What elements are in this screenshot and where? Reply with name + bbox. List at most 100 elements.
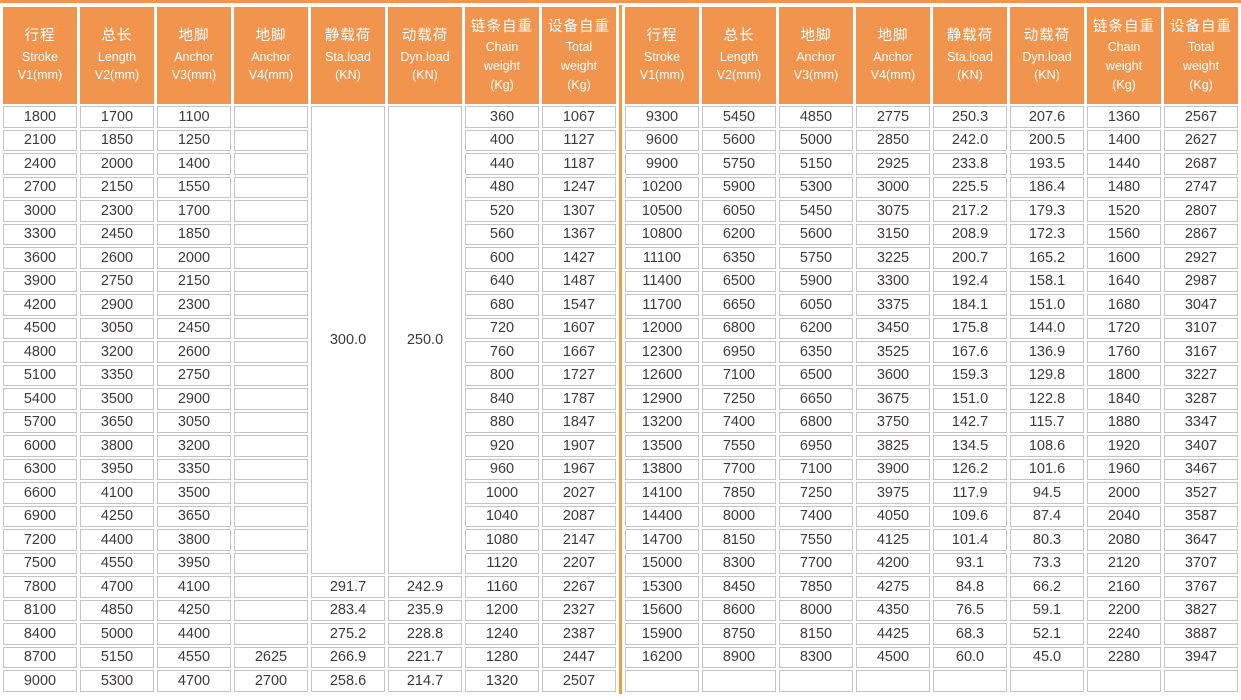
table-row: 10500 6050 5450 3075 217.2 179.3 1520 2807 xyxy=(625,200,1238,222)
table-cell: 250.3 xyxy=(933,106,1007,128)
table-row: 9300 5450 4850 2775 250.3 207.6 1360 2567 xyxy=(625,106,1238,128)
table-cell xyxy=(1087,670,1161,692)
table-cell: 13800 xyxy=(625,458,699,480)
table-cell: 3450 xyxy=(856,317,930,339)
table-cell: 94.5 xyxy=(1010,482,1084,504)
table-cell: 2027 xyxy=(542,482,616,504)
column-header-en-label: (Kg) xyxy=(567,77,591,92)
table-cell xyxy=(1010,670,1084,692)
table-cell: 1680 xyxy=(1087,294,1161,316)
column-header-zh-label: 总长 xyxy=(101,27,133,44)
table-cell: 1427 xyxy=(542,247,616,269)
table-cell: 3707 xyxy=(1164,552,1238,574)
table-cell: 1000 xyxy=(465,482,539,504)
table-cell: 4550 xyxy=(157,646,231,668)
table-cell: 4400 xyxy=(80,529,154,551)
table-row: 4800 3200 2600 760 1667 xyxy=(3,341,616,363)
table-cell xyxy=(234,458,308,480)
column-header-en-label: (KN) xyxy=(957,68,983,83)
table-cell: 2700 xyxy=(3,176,77,198)
table-cell: 2300 xyxy=(157,294,231,316)
table-cell: 720 xyxy=(465,317,539,339)
table-cell: 151.0 xyxy=(1010,294,1084,316)
table-cell xyxy=(625,670,699,692)
table-cell: 1100 xyxy=(157,106,231,128)
table-cell: 275.2 xyxy=(311,623,385,645)
table-cell: 12000 xyxy=(625,317,699,339)
table-cell: 9600 xyxy=(625,129,699,151)
table-cell: 76.5 xyxy=(933,599,1007,621)
table-cell: 9000 xyxy=(3,670,77,692)
table-cell: 2687 xyxy=(1164,153,1238,175)
column-header-en-label: (Kg) xyxy=(490,77,514,92)
table-row: 16200 8900 8300 4500 60.0 45.0 2280 3947 xyxy=(625,646,1238,668)
table-cell: 4200 xyxy=(3,294,77,316)
table-cell: 14400 xyxy=(625,505,699,527)
table-cell xyxy=(234,529,308,551)
table-cell: 360 xyxy=(465,106,539,128)
table-cell: 217.2 xyxy=(933,200,1007,222)
table-cell: 2150 xyxy=(157,270,231,292)
table-cell: 12600 xyxy=(625,364,699,386)
table-cell: 13500 xyxy=(625,435,699,457)
table-cell: 4850 xyxy=(80,599,154,621)
column-header-en-label: Dyn.load xyxy=(400,49,450,64)
table-cell: 1160 xyxy=(465,576,539,598)
table-row: 5100 3350 2750 800 1727 xyxy=(3,364,616,386)
table-cell: 5100 xyxy=(3,364,77,386)
column-header-en-label: V4(mm) xyxy=(870,68,916,83)
table-cell: 2450 xyxy=(80,223,154,245)
table-cell: 151.0 xyxy=(933,388,1007,410)
table-row: 11100 6350 5750 3225 200.7 165.2 1600 2927 xyxy=(625,247,1238,269)
column-header-en-label: V1(mm) xyxy=(639,68,685,83)
column-header-en-label: (KN) xyxy=(412,68,438,83)
table-cell: 6900 xyxy=(3,505,77,527)
table-cell: 1800 xyxy=(3,106,77,128)
table-cell: 7200 xyxy=(3,529,77,551)
table-cell: 14100 xyxy=(625,482,699,504)
table-row xyxy=(625,670,1238,692)
column-header-zh-label: 链条自重 xyxy=(471,18,533,35)
table-cell: 2100 xyxy=(3,129,77,151)
table-cell: 5000 xyxy=(80,623,154,645)
column-header-zh-label: 行程 xyxy=(646,27,678,44)
table-cell: 10200 xyxy=(625,176,699,198)
column-header-en-label: Total xyxy=(1187,40,1215,55)
table-cell: 1847 xyxy=(542,411,616,433)
table-row: 14100 7850 7250 3975 117.9 94.5 2000 3527 xyxy=(625,482,1238,504)
table-cell: 3050 xyxy=(157,411,231,433)
table-cell: 1727 xyxy=(542,364,616,386)
table-cell: 1440 xyxy=(1087,153,1161,175)
table-cell: 242.0 xyxy=(933,129,1007,151)
table-cell: 6800 xyxy=(779,411,853,433)
table-cell xyxy=(234,176,308,198)
table-cell: 800 xyxy=(465,364,539,386)
table-cell: 7400 xyxy=(779,505,853,527)
table-cell: 5150 xyxy=(779,153,853,175)
table-cell: 2240 xyxy=(1087,623,1161,645)
table-cell: 5750 xyxy=(779,247,853,269)
table-cell: 5450 xyxy=(702,106,776,128)
spec-table-left: 行程 Stroke V1(mm) 总长 Length V2(mm) 地脚 Anchor V3(m… xyxy=(0,5,619,694)
table-row: 12600 7100 6500 3600 159.3 129.8 1800 3227 xyxy=(625,364,1238,386)
column-header-left-0: 行程 Stroke V1(mm) xyxy=(3,7,77,104)
table-row: 15900 8750 8150 4425 68.3 52.1 2240 3887 xyxy=(625,623,1238,645)
table-cell xyxy=(234,106,308,128)
table-cell: 1787 xyxy=(542,388,616,410)
table-row: 9900 5750 5150 2925 233.8 193.5 1440 2687 xyxy=(625,153,1238,175)
column-header-en-label: Sta.load xyxy=(947,49,993,64)
column-header-en-label: Chain xyxy=(1107,40,1141,55)
table-cell: 3527 xyxy=(1164,482,1238,504)
table-cell: 60.0 xyxy=(933,646,1007,668)
table-cell: 2387 xyxy=(542,623,616,645)
table-cell: 4425 xyxy=(856,623,930,645)
table-cell: 1840 xyxy=(1087,388,1161,410)
table-cell: 2925 xyxy=(856,153,930,175)
table-cell: 4700 xyxy=(157,670,231,692)
table-cell: 4800 xyxy=(3,341,77,363)
table-cell: 10800 xyxy=(625,223,699,245)
table-cell: 3950 xyxy=(157,552,231,574)
table-cell: 15000 xyxy=(625,552,699,574)
table-row: 15000 8300 7700 4200 93.1 73.3 2120 3707 xyxy=(625,552,1238,574)
table-cell: 1640 xyxy=(1087,270,1161,292)
